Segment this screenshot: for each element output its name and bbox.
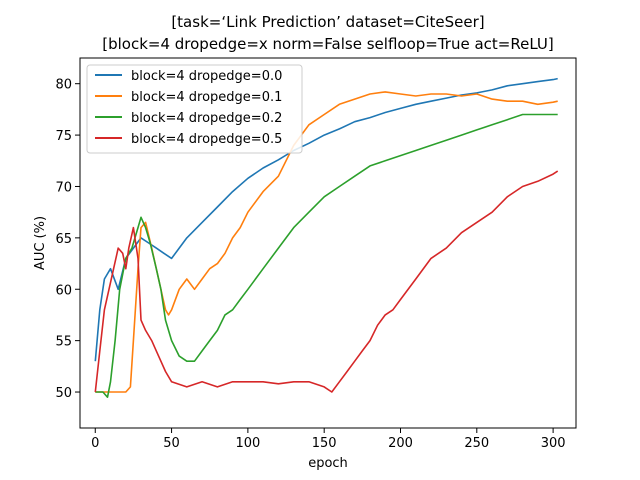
y-axis: 50 55 60 65 70 75 80: [55, 78, 80, 401]
legend-label-1: block=4 dropedge=0.1: [131, 90, 282, 105]
y-tick-label: 65: [55, 232, 72, 247]
x-axis-label: epoch: [308, 456, 348, 471]
legend: block=4 dropedge=0.0 block=4 dropedge=0.1…: [86, 64, 303, 154]
x-tick-label: 100: [235, 436, 260, 451]
y-tick-label: 55: [55, 335, 72, 350]
x-tick-label: 300: [541, 436, 566, 451]
legend-label-2: block=4 dropedge=0.2: [131, 111, 282, 126]
y-tick-label: 70: [55, 180, 72, 195]
y-tick-label: 75: [55, 129, 72, 144]
series-layer: [94, 77, 559, 398]
x-tick-label: 200: [388, 436, 413, 451]
y-tick-label: 60: [55, 283, 72, 298]
series-line-2: [95, 113, 558, 398]
chart-title-line1: [task=‘Link Prediction’ dataset=CiteSeer…: [171, 13, 484, 31]
series-line-1: [95, 91, 558, 393]
y-tick-label: 80: [55, 78, 72, 93]
legend-label-0: block=4 dropedge=0.0: [131, 69, 282, 84]
chart-title-line2: [block=4 dropedge=x norm=False selfloop=…: [102, 35, 554, 53]
y-axis-label: AUC (%): [33, 216, 48, 270]
x-tick-label: 250: [464, 436, 489, 451]
y-tick-label: 50: [55, 386, 72, 401]
legend-label-3: block=4 dropedge=0.5: [131, 132, 282, 147]
x-tick-label: 150: [312, 436, 337, 451]
x-tick-label: 0: [91, 436, 99, 451]
legend-box: [86, 64, 303, 154]
x-tick-label: 50: [163, 436, 180, 451]
series-line-3: [94, 170, 559, 393]
x-axis: 0 50 100 150 200 250 300: [91, 428, 566, 451]
plot-frame: [79, 57, 577, 429]
